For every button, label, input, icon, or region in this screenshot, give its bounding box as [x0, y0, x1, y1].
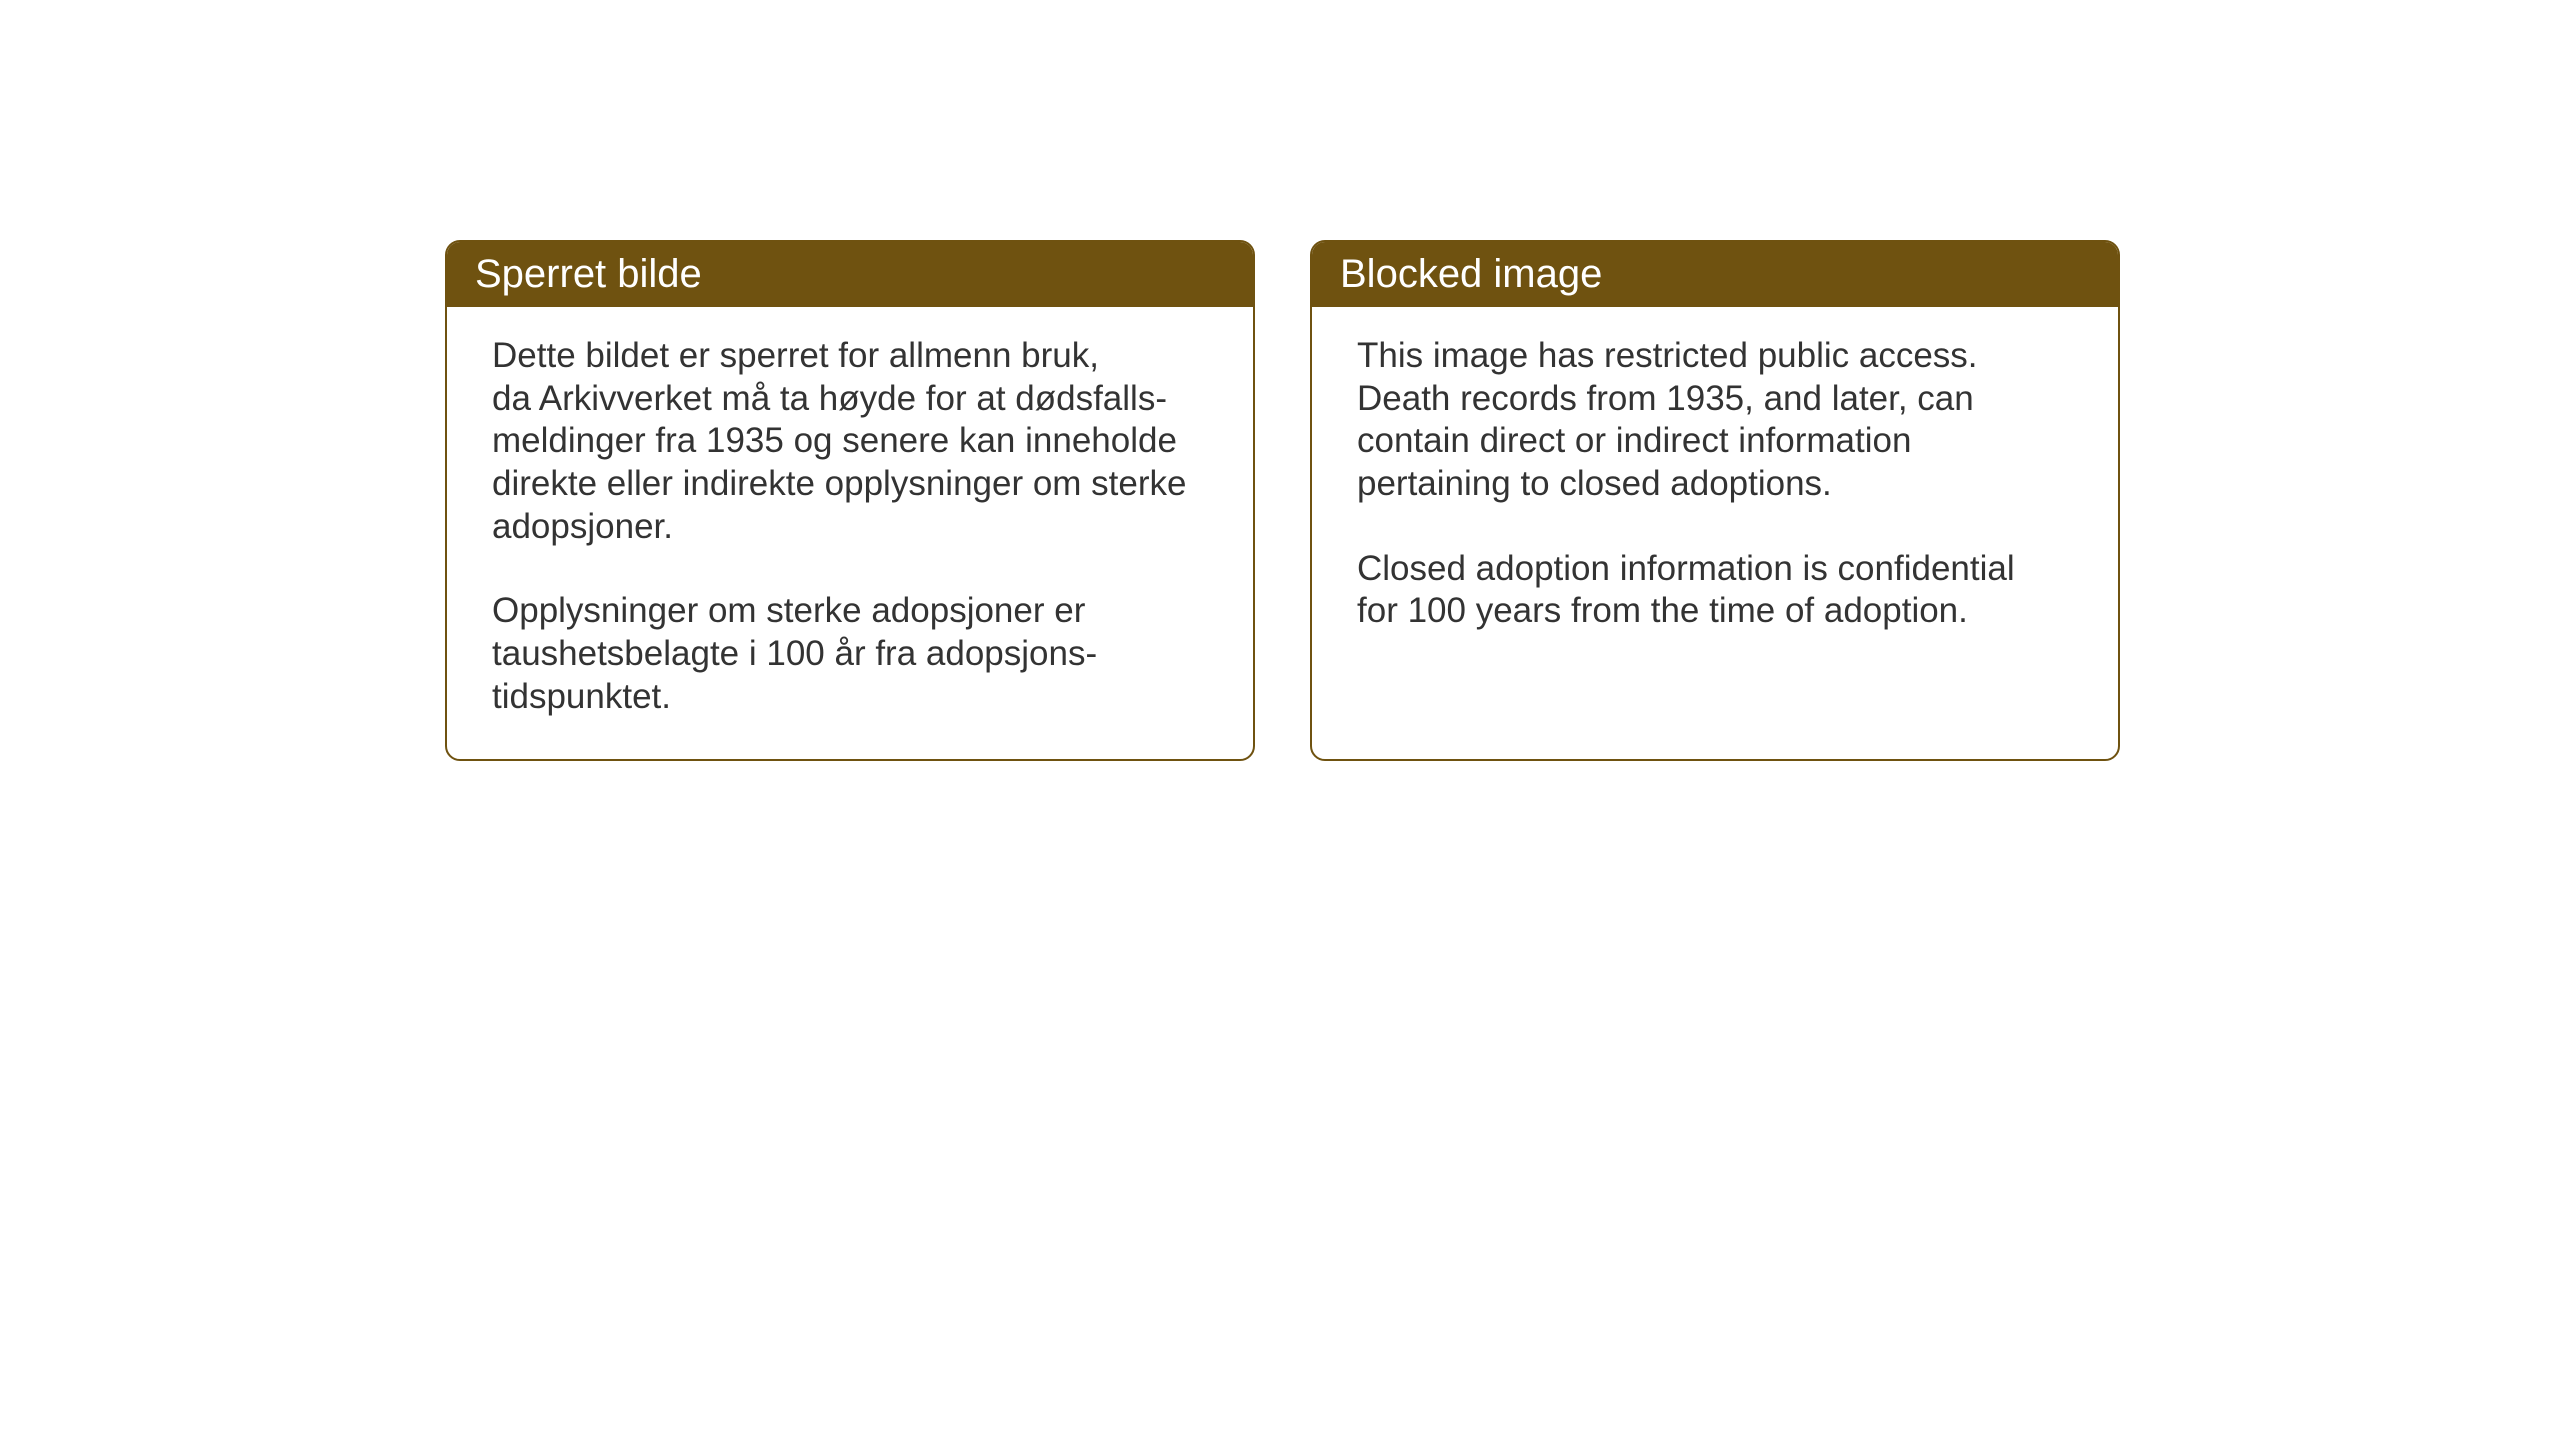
- card-paragraph-1-norwegian: Dette bildet er sperret for allmenn bruk…: [492, 335, 1208, 548]
- card-header-norwegian: Sperret bilde: [447, 242, 1253, 307]
- card-english: Blocked image This image has restricted …: [1310, 240, 2120, 761]
- card-paragraph-1-english: This image has restricted public access.…: [1357, 335, 2073, 506]
- card-body-norwegian: Dette bildet er sperret for allmenn bruk…: [447, 307, 1253, 759]
- card-title-english: Blocked image: [1340, 252, 1602, 296]
- card-body-english: This image has restricted public access.…: [1312, 307, 2118, 752]
- card-norwegian: Sperret bilde Dette bildet er sperret fo…: [445, 240, 1255, 761]
- card-title-norwegian: Sperret bilde: [475, 252, 702, 296]
- card-paragraph-2-english: Closed adoption information is confident…: [1357, 548, 2073, 633]
- card-paragraph-2-norwegian: Opplysninger om sterke adopsjoner er tau…: [492, 590, 1208, 718]
- cards-container: Sperret bilde Dette bildet er sperret fo…: [0, 0, 2560, 761]
- card-header-english: Blocked image: [1312, 242, 2118, 307]
